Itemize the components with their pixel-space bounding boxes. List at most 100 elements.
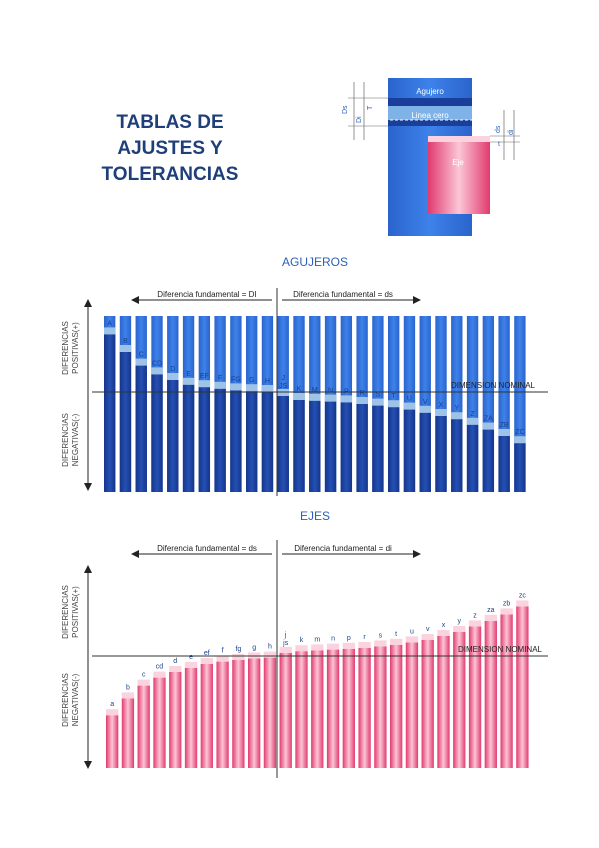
shaft-tolerance-zone	[516, 600, 529, 607]
hole-bar-5: D	[167, 316, 179, 492]
shaft-bar-3: c	[137, 672, 150, 768]
di-upper-label: Di	[356, 116, 363, 123]
shafts-positive-label-line2: POSITIVAS(+)	[71, 586, 80, 638]
shaft-tolerance-zone	[263, 651, 277, 658]
shaft-bar-body	[405, 642, 419, 768]
shaft-bar-14: m	[311, 636, 324, 768]
hole-tolerance-zone	[340, 395, 353, 403]
hole-bar-lower	[451, 419, 463, 492]
shaft-tolerance-zone	[121, 692, 135, 699]
shaft-bar-body	[311, 650, 324, 768]
hole-tolerance-zone	[214, 381, 226, 389]
shaft-letter-label: t	[395, 631, 397, 638]
shaft-letter-label: d	[173, 658, 177, 665]
shaft-bar-body	[153, 677, 166, 768]
hole-letter-label: K	[297, 386, 302, 393]
shaft-tolerance-zone	[248, 652, 261, 659]
hole-letter-label: B	[123, 338, 128, 345]
shaft-letter-label: s	[379, 632, 383, 639]
shaft-tolerance-zone	[311, 644, 324, 651]
shaft-bar-body	[216, 661, 229, 768]
shaft-tolerance-zone	[437, 630, 450, 636]
hole-letter-label: X	[439, 402, 444, 409]
hole-bar-14: M	[309, 316, 321, 492]
hole-tolerance-zone	[419, 405, 431, 413]
hole-bar-body	[482, 316, 495, 492]
hole-tolerance-zone	[293, 393, 305, 400]
shaft-bar-body	[421, 640, 434, 768]
holes-positive-label-line1: DIFERENCIAS	[61, 321, 70, 375]
shaft-tolerance-zone	[232, 654, 245, 660]
hole-tolerance-zone	[482, 422, 495, 430]
shaft-letter-label: f	[222, 648, 224, 655]
hole-bar-lower	[293, 400, 305, 492]
hole-bar-13: K	[293, 316, 305, 492]
shaft-letter-label: g	[252, 644, 256, 651]
hole-letter-label: ZB	[500, 422, 509, 429]
hole-bar-body	[498, 316, 510, 492]
shaft-tolerance-zone	[374, 640, 387, 647]
shaft-bar-13: k	[295, 637, 308, 768]
shaft-letter-label: z	[473, 612, 477, 619]
shafts-negative-label-line1: DIFERENCIAS	[61, 673, 70, 727]
hole-bar-lower	[340, 402, 353, 492]
ds-upper-label: Ds	[342, 105, 349, 114]
hole-bar-lower	[214, 388, 226, 492]
shaft-letter-label: c	[142, 672, 146, 679]
hole-bar-lower	[182, 384, 195, 492]
shaft-bar-body	[295, 651, 308, 768]
shaft-tolerance-zone	[468, 620, 482, 627]
shaft-bar-body	[279, 652, 292, 768]
shaft-bar-11: h	[263, 644, 277, 768]
hole-bar-lower	[198, 387, 211, 492]
hole-bar-lower	[119, 352, 132, 492]
shaft-tolerance-zone	[169, 666, 182, 672]
hole-bar-lower	[324, 401, 337, 492]
hole-bar-lower	[514, 443, 526, 492]
shaft-label: Eje	[452, 158, 464, 167]
hole-bar-lower	[466, 424, 479, 492]
holes-section-title: AGUJEROS	[282, 255, 348, 269]
hole-letter-label: FG	[231, 376, 241, 383]
hole-tolerance-zone	[435, 409, 447, 416]
shaft-tolerance-zone	[184, 662, 198, 668]
shaft-bar-9: fg	[232, 646, 245, 768]
shaft-letter-label: x	[442, 622, 446, 629]
shaft-tolerance-zone	[137, 679, 150, 686]
hole-tolerance-zone	[451, 412, 463, 420]
hole-bar-lower	[167, 380, 179, 492]
shaft-letter-label: u	[410, 628, 414, 635]
hole-tolerance-zone	[466, 417, 479, 425]
hole-bar-lower	[498, 436, 510, 492]
hole-bar-18: S	[372, 316, 384, 492]
shaft-bar-body	[248, 658, 261, 768]
title-line-2: AJUSTES Y	[117, 138, 223, 159]
shaft-bar-body	[468, 626, 482, 768]
shaft-bar-23: y	[453, 618, 466, 768]
shaft-bar-body	[484, 620, 497, 768]
shaft-bar-body	[326, 649, 340, 768]
hole-bar-lower	[104, 334, 116, 492]
hole-bar-21: V	[419, 316, 431, 492]
hole-letter-label: G	[249, 377, 254, 384]
hole-bar-lower	[246, 391, 258, 492]
shaft-bar-8: f	[216, 648, 229, 768]
hole-letter-label: T	[392, 393, 397, 400]
shaft-tolerance-zone	[421, 634, 434, 640]
hole-bar-24: Z	[466, 316, 479, 492]
hole-letter-label: J JS	[279, 375, 288, 390]
hole-letter-label: H	[265, 378, 270, 385]
shaft-letter-label: n	[331, 636, 335, 643]
shaft-bar-27: zc	[516, 592, 529, 768]
zero-line-label: Linea cero	[411, 111, 449, 120]
hole-bar-6: E	[182, 316, 195, 492]
shaft-body	[428, 140, 490, 214]
shaft-bar-21: v	[421, 626, 434, 768]
holes-arrow-left-label: Diferencia fundamental = DI	[157, 290, 256, 299]
shaft-tolerance-zone	[216, 655, 229, 662]
hole-tolerance-zone	[246, 384, 258, 392]
hole-letter-label: R	[360, 390, 365, 397]
t-upper-label: T	[367, 105, 374, 110]
hole-bar-9: FG	[230, 316, 242, 492]
hole-bar-lower	[356, 404, 368, 492]
